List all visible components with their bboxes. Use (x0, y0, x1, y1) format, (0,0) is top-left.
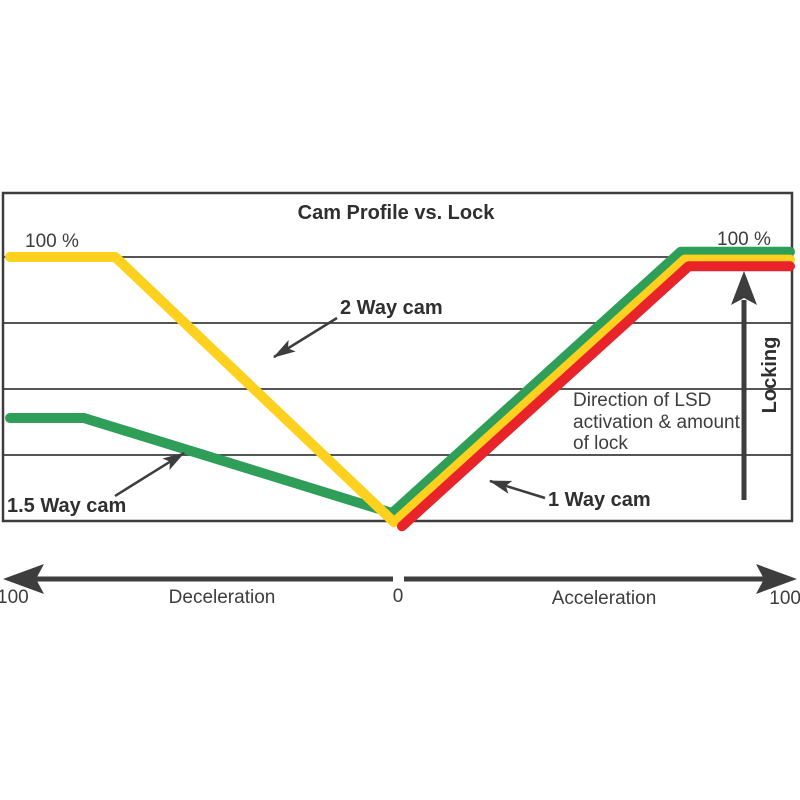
series-line-2-way-cam (5, 252, 795, 528)
direction-note-line-1: Direction of LSD (573, 390, 711, 411)
right-100-percent-label: 100 % (717, 229, 771, 250)
arrow-to-1-way-line (488, 479, 546, 500)
locking-direction-arrow (731, 271, 757, 500)
series-label-1point5-way-cam: 1.5 Way cam (7, 495, 126, 517)
series-label-2-way-cam: 2 Way cam (340, 297, 443, 319)
arrow-to-2-way-line (273, 316, 338, 359)
plot-border (1, 191, 794, 523)
locking-arrow-head-icon (731, 271, 757, 305)
x-label-acceleration: Acceleration (552, 588, 657, 609)
x-tick-right-100: 100 (769, 588, 800, 609)
direction-note-line-2: activation & amount (573, 412, 741, 433)
arrow-to-1point5-way-line (114, 451, 185, 498)
gridlines (3, 256, 792, 456)
series-line-1-way-cam (396, 261, 795, 532)
x-axis-arrow (3, 564, 797, 594)
x-axis-right-arrowhead-icon (756, 564, 797, 594)
x-tick-left-100: 100 (0, 587, 29, 608)
series-line-1-5-way-cam (5, 246, 795, 519)
x-tick-zero: 0 (393, 586, 404, 607)
left-100-percent-label: 100 % (25, 231, 79, 252)
chart-title: Cam Profile vs. Lock (298, 202, 496, 224)
x-axis-left-arrowhead-icon (3, 564, 44, 594)
locking-axis-label: Locking (759, 337, 781, 414)
series-label-1-way-cam: 1 Way cam (548, 489, 651, 511)
direction-note-line-3: of lock (573, 433, 628, 454)
series-lines (5, 246, 795, 532)
x-label-deceleration: Deceleration (169, 587, 276, 608)
